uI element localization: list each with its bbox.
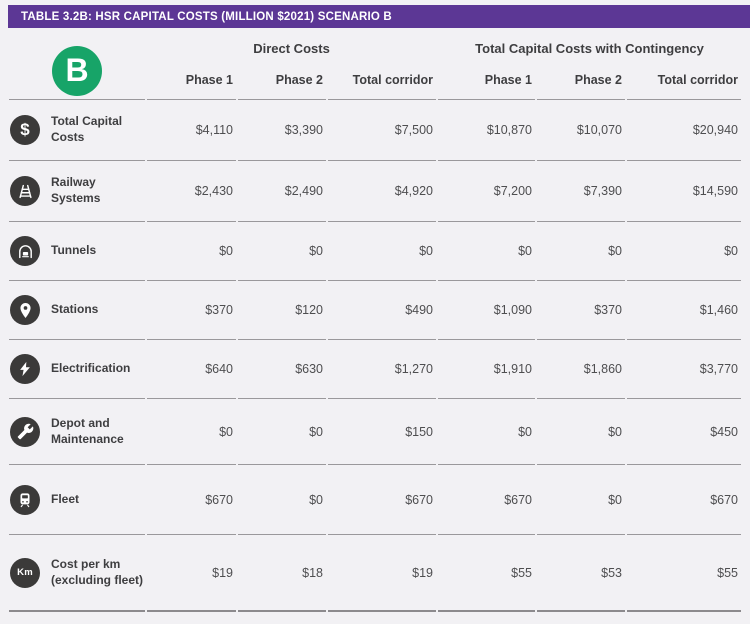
scenario-b-logo: B <box>52 45 102 96</box>
station-pin-icon <box>10 295 40 325</box>
column-header-phase2-direct: Phase 2 <box>238 60 326 100</box>
cell-value: $370 <box>537 281 626 340</box>
wrench-icon <box>10 416 40 447</box>
cell-value: $14,590 <box>627 161 742 222</box>
group-header-contingency: Total Capital Costs with Contingency <box>475 40 704 56</box>
row-label: Tunnels <box>51 243 97 258</box>
cell-value: $3,770 <box>627 340 742 399</box>
cell-value: $7,390 <box>537 161 626 222</box>
row-label: Total Capital Costs <box>51 114 123 144</box>
column-header-phase1-contingency: Phase 1 <box>438 60 536 100</box>
row-label: Railway Systems <box>51 175 101 205</box>
cell-value: $490 <box>328 281 437 340</box>
table-row-stations: Stations $370 $120 $490 $1,090 $370 $1,4… <box>9 281 742 340</box>
row-label: Depot and Maintenance <box>51 415 124 446</box>
cell-value: $55 <box>627 535 742 612</box>
column-header-phase1-direct: Phase 1 <box>147 60 236 100</box>
row-label: Electrification <box>51 361 131 376</box>
column-header-total-contingency: Total corridor <box>627 60 742 100</box>
cell-value: $370 <box>147 281 236 340</box>
cell-value: $10,070 <box>537 100 626 161</box>
cell-value: $7,500 <box>328 100 437 161</box>
page-background: { "title_bar": { "text": "TABLE 3.2B: HS… <box>0 5 750 624</box>
cell-value: $0 <box>537 465 626 535</box>
tunnel-icon <box>10 236 40 266</box>
cell-value: $0 <box>238 222 326 281</box>
logo-cell: B <box>9 28 145 100</box>
row-label: Cost per km (excluding fleet) <box>51 556 144 587</box>
railway-icon <box>10 176 40 206</box>
lightning-icon <box>10 354 40 384</box>
cell-value: $7,200 <box>438 161 536 222</box>
group-header-direct-costs: Direct Costs <box>253 40 330 56</box>
row-label: Fleet <box>51 491 80 506</box>
cell-value: $640 <box>147 340 236 399</box>
cell-value: $0 <box>147 222 236 281</box>
cell-value: $2,490 <box>238 161 326 222</box>
table-row-railway-systems: Railway Systems $2,430 $2,490 $4,920 $7,… <box>9 161 742 222</box>
cell-value: $1,090 <box>438 281 536 340</box>
cell-value: $10,870 <box>438 100 536 161</box>
cell-value: $150 <box>328 399 437 465</box>
cell-value: $670 <box>627 465 742 535</box>
cell-value: $19 <box>328 535 437 612</box>
cell-value: $1,860 <box>537 340 626 399</box>
table-row-cost-per-km: Km Cost per km (excluding fleet) $19 $18… <box>9 535 742 612</box>
table-row-fleet: Fleet $670 $0 $670 $670 $0 $670 <box>9 465 742 535</box>
train-icon <box>10 484 40 515</box>
cell-value: $0 <box>147 399 236 465</box>
scenario-b-letter: B <box>65 52 89 88</box>
cell-value: $0 <box>537 399 626 465</box>
row-label: Stations <box>51 302 99 317</box>
cell-value: $2,430 <box>147 161 236 222</box>
group-header-row: B Direct Costs Total Capital Costs with … <box>9 28 741 100</box>
cell-value: $18 <box>238 535 326 612</box>
table-row-depot-maintenance: Depot and Maintenance $0 $0 $150 $0 $0 $… <box>9 399 742 465</box>
cell-value: $670 <box>147 465 236 535</box>
cell-value: $450 <box>627 399 742 465</box>
cell-value: $0 <box>328 222 437 281</box>
km-icon: Km <box>10 557 40 588</box>
cell-value: $1,910 <box>438 340 536 399</box>
dollar-icon: $ <box>10 115 40 145</box>
cell-value: $53 <box>537 535 626 612</box>
cell-value: $4,920 <box>328 161 437 222</box>
table-row-tunnels: Tunnels $0 $0 $0 $0 $0 $0 <box>9 222 742 281</box>
cell-value: $120 <box>238 281 326 340</box>
cell-value: $0 <box>627 222 742 281</box>
cell-value: $670 <box>438 465 536 535</box>
table-row-total-capital-costs: $ Total Capital Costs $4,110 $3,390 $7,5… <box>9 100 742 161</box>
column-header-row: Phase 1 Phase 2 Total corridor Phase 1 P… <box>9 60 742 100</box>
cell-value: $630 <box>238 340 326 399</box>
cell-value: $19 <box>147 535 236 612</box>
table-title-bar: TABLE 3.2B: HSR CAPITAL COSTS (MILLION $… <box>8 5 750 28</box>
table-row-electrification: Electrification $640 $630 $1,270 $1,910 … <box>9 340 742 399</box>
column-header-phase2-contingency: Phase 2 <box>537 60 626 100</box>
cell-value: $4,110 <box>147 100 236 161</box>
cell-value: $0 <box>238 465 326 535</box>
cell-value: $1,270 <box>328 340 437 399</box>
cell-value: $1,460 <box>627 281 742 340</box>
cell-value: $0 <box>438 222 536 281</box>
column-header-total-direct: Total corridor <box>328 60 437 100</box>
cell-value: $0 <box>537 222 626 281</box>
cell-value: $0 <box>438 399 536 465</box>
table-title: TABLE 3.2B: HSR CAPITAL COSTS (MILLION $… <box>21 10 392 23</box>
cell-value: $55 <box>438 535 536 612</box>
cell-value: $0 <box>238 399 326 465</box>
capital-costs-table: B Direct Costs Total Capital Costs with … <box>7 28 743 612</box>
cell-value: $670 <box>328 465 437 535</box>
cell-value: $3,390 <box>238 100 326 161</box>
cell-value: $20,940 <box>627 100 742 161</box>
